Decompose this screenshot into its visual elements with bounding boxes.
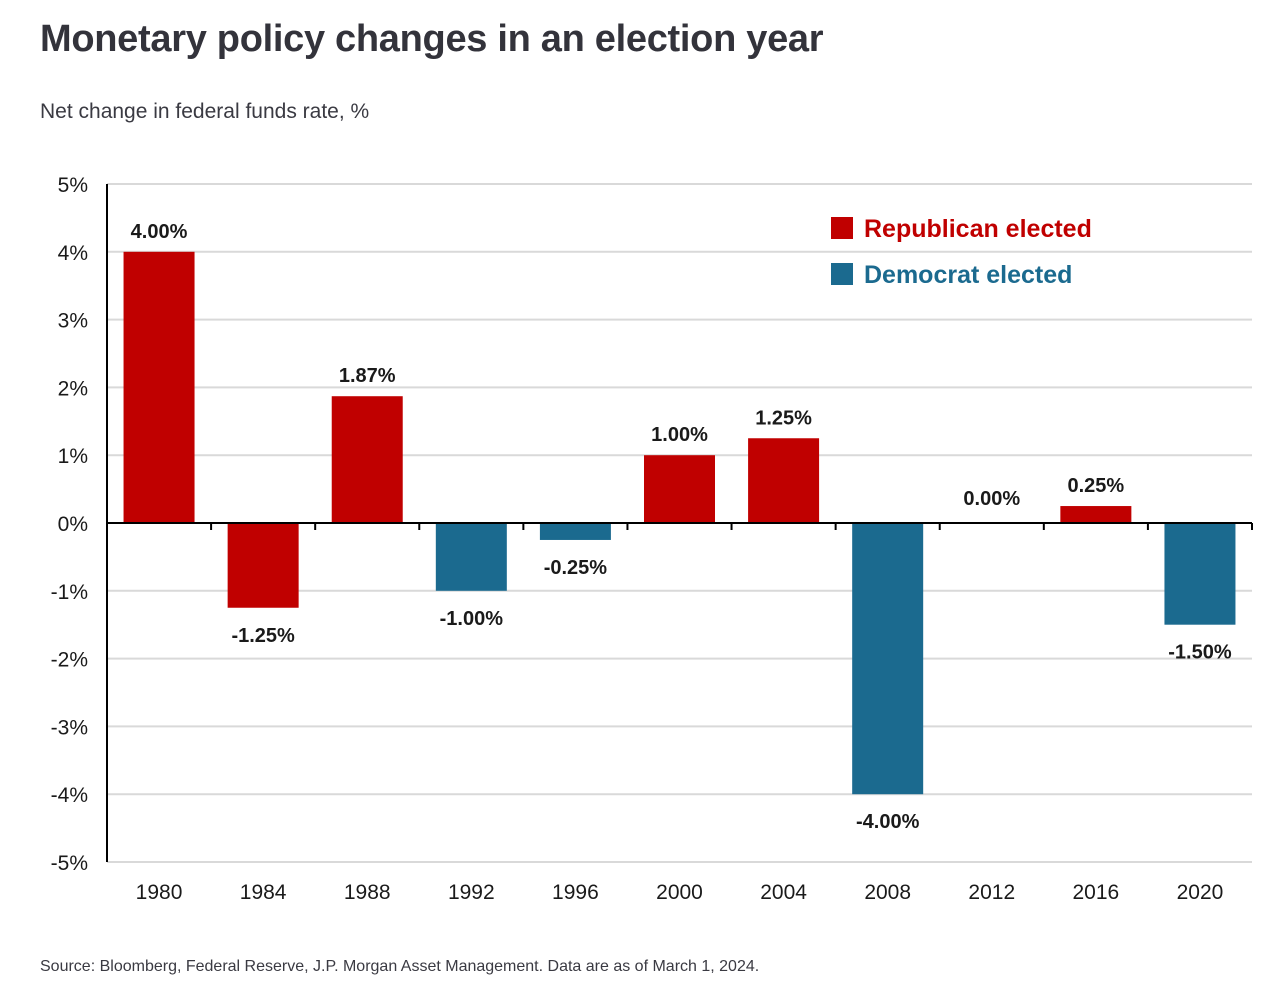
y-tick-label: 0% (58, 513, 88, 536)
bar-2004 (748, 438, 820, 523)
bar-chart: 5% 4% 3% 2% 1% 0% -1% -2% -3% -4% -5% 1980 1984 1988 1… (51, 174, 1253, 904)
legend-swatch-democrat (831, 263, 853, 285)
legend-swatch-republican (831, 217, 853, 239)
y-tick-label: -4% (51, 784, 88, 807)
x-tick-label: 2020 (1177, 881, 1224, 904)
y-tick-label: -3% (51, 716, 88, 739)
bars (123, 251, 1236, 795)
data-label-1996: -0.25% (544, 557, 608, 579)
y-tick-label: 1% (58, 445, 88, 468)
x-tick-label: 2000 (656, 881, 703, 904)
data-label-1992: -1.00% (440, 608, 504, 630)
y-tick-label: -5% (51, 852, 88, 875)
bar-1980 (123, 251, 195, 524)
y-tick-label: 5% (58, 174, 88, 197)
data-label-1980: 4.00% (131, 221, 188, 243)
bar-1984 (227, 523, 299, 608)
y-tick-label: 3% (58, 310, 88, 333)
y-tick-label: 4% (58, 242, 88, 265)
data-label-2000: 1.00% (651, 424, 708, 446)
legend: Republican elected Democrat elected (831, 215, 1092, 289)
x-tick-label: 2004 (760, 881, 807, 904)
data-label-2016: 0.25% (1068, 475, 1125, 497)
y-tick-label: -1% (51, 581, 88, 604)
x-tick-label: 1980 (136, 881, 183, 904)
chart-title: Monetary policy changes in an election y… (40, 18, 824, 60)
bar-2008 (852, 523, 924, 795)
bar-1996 (539, 523, 611, 540)
bar-1988 (331, 396, 403, 523)
data-label-2012: 0.00% (963, 488, 1020, 510)
x-tick-label: 1996 (552, 881, 599, 904)
data-label-1984: -1.25% (231, 625, 295, 647)
bar-2016 (1060, 506, 1132, 523)
bar-2000 (644, 455, 715, 523)
data-labels: 4.00% -1.25% 1.87% -1.00% -0.25% 1.00% 1.25% -4… (131, 221, 1232, 833)
x-tick-label: 2008 (864, 881, 911, 904)
bar-2020 (1164, 523, 1236, 625)
data-label-2008: -4.00% (856, 811, 920, 833)
data-label-1988: 1.87% (339, 365, 396, 387)
bar-1992 (435, 523, 507, 591)
legend-label-republican: Republican elected (864, 215, 1092, 243)
chart-subtitle: Net change in federal funds rate, % (40, 100, 370, 123)
legend-label-democrat: Democrat elected (864, 261, 1072, 289)
y-tick-label: -2% (51, 649, 88, 672)
axes: 5% 4% 3% 2% 1% 0% -1% -2% -3% -4% -5% 1980 1984 1988 1… (51, 174, 1253, 904)
source-note: Source: Bloomberg, Federal Reserve, J.P.… (40, 958, 760, 975)
x-tick-label: 2012 (968, 881, 1015, 904)
data-label-2020: -1.50% (1168, 642, 1232, 664)
data-label-2004: 1.25% (755, 407, 812, 429)
y-tick-label: 2% (58, 377, 88, 400)
x-tick-label: 1984 (240, 881, 287, 904)
x-tick-label: 1988 (344, 881, 391, 904)
x-tick-label: 2016 (1073, 881, 1120, 904)
x-tick-label: 1992 (448, 881, 495, 904)
